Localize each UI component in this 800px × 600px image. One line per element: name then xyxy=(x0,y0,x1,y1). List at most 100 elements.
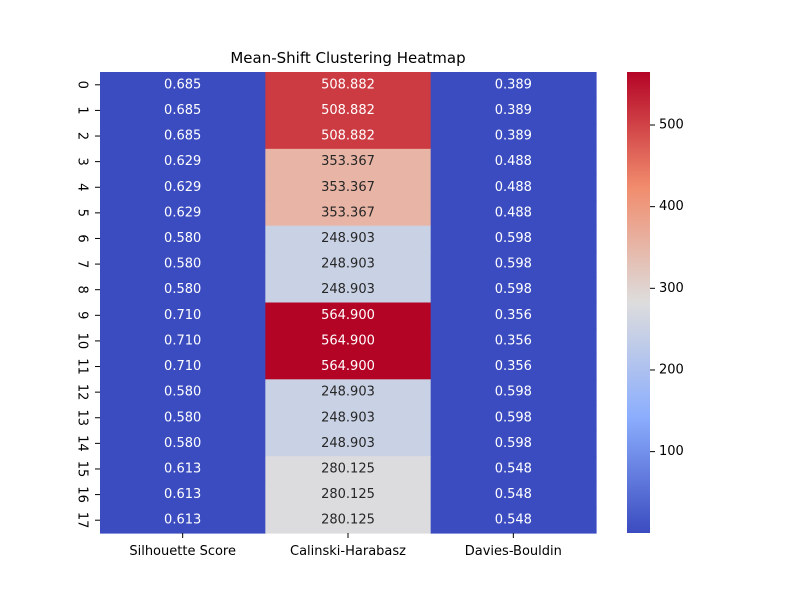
heatmap-cell xyxy=(265,97,432,124)
heatmap-cell xyxy=(265,481,432,508)
colorbar-gradient xyxy=(627,72,650,533)
x-axis-ticks: Silhouette Score Calinski-Harabasz Davies-… xyxy=(129,533,562,559)
heatmap-cell xyxy=(430,379,597,406)
heatmap-cell xyxy=(430,200,597,227)
cell-value-label: 564.900 xyxy=(321,333,375,348)
x-tick-label: Davies-Bouldin xyxy=(465,544,562,559)
heatmap-cell xyxy=(100,353,266,380)
heatmap-cell xyxy=(265,276,432,304)
y-tick-label: 8 xyxy=(74,286,89,294)
cell-value-label: 0.356 xyxy=(495,359,532,374)
cell-value-label: 0.488 xyxy=(495,154,532,169)
y-tick-label: 6 xyxy=(74,234,89,242)
cell-value-label: 0.613 xyxy=(164,461,201,476)
heatmap-cell xyxy=(430,174,597,201)
y-tick-label: 2 xyxy=(75,132,90,140)
y-tick-label: 3 xyxy=(75,157,90,165)
y-tick-label: 11 xyxy=(75,358,90,375)
heatmap-cell xyxy=(265,200,432,227)
cell-value-label: 0.488 xyxy=(495,205,532,220)
heatmap-cell xyxy=(265,302,432,329)
cell-value-label: 0.685 xyxy=(164,129,201,144)
cell-value-label: 0.580 xyxy=(164,436,201,451)
cell-value-label: 0.580 xyxy=(164,410,201,425)
cell-value-label: 0.389 xyxy=(495,77,532,92)
heatmap-cell xyxy=(265,148,432,176)
colorbar-tick-label: 300 xyxy=(659,281,684,296)
cell-value-label: 508.882 xyxy=(321,129,375,144)
heatmap-cell xyxy=(100,456,266,483)
colorbar-tick-label: 200 xyxy=(659,362,684,377)
cell-value-label: 248.903 xyxy=(321,231,375,246)
cell-value-label: 0.629 xyxy=(164,205,201,220)
cell-value-label: 0.629 xyxy=(164,154,201,169)
cell-value-label: 0.598 xyxy=(495,410,532,425)
cell-value-label: 564.900 xyxy=(321,359,375,374)
cell-value-label: 248.903 xyxy=(321,282,375,297)
y-tick-label: 4 xyxy=(75,183,90,191)
heatmap-cell xyxy=(100,225,266,252)
colorbar-tick-label: 500 xyxy=(659,117,684,132)
heatmap-cell xyxy=(265,379,432,406)
cell-value-label: 0.613 xyxy=(164,487,201,502)
cell-value-label: 248.903 xyxy=(321,436,375,451)
heatmap-cell xyxy=(100,148,266,176)
cell-value-label: 0.598 xyxy=(495,257,532,272)
cell-value-label: 0.356 xyxy=(495,333,532,348)
cell-value-label: 0.598 xyxy=(495,385,532,400)
heatmap-cell xyxy=(430,97,597,124)
heatmap-cell xyxy=(430,430,597,457)
heatmap-cell xyxy=(100,481,266,508)
heatmap-cell xyxy=(265,225,432,252)
y-tick-label: 17 xyxy=(74,512,89,529)
cell-value-label: 0.580 xyxy=(164,231,201,246)
cell-value-label: 0.548 xyxy=(495,461,532,476)
heatmap-cell xyxy=(430,456,597,483)
colorbar: 100 200 300 400 500 xyxy=(627,72,684,533)
heatmap-cell xyxy=(265,430,432,457)
cell-value-label: 0.548 xyxy=(495,487,532,502)
cell-value-label: 353.367 xyxy=(321,154,375,169)
heatmap-cell xyxy=(430,72,597,99)
heatmap-cell xyxy=(430,302,597,329)
cell-value-label: 353.367 xyxy=(321,180,375,195)
heatmap-cell xyxy=(100,174,266,201)
heatmap-cell xyxy=(100,507,266,534)
cell-value-label: 0.389 xyxy=(495,129,532,144)
y-tick-label: 10 xyxy=(75,333,90,350)
chart-title: Mean-Shift Clustering Heatmap xyxy=(230,49,465,67)
y-tick-label: 7 xyxy=(74,260,89,268)
heatmap-cell xyxy=(265,404,432,432)
heatmap-cell xyxy=(265,353,432,380)
cell-value-label: 248.903 xyxy=(321,257,375,272)
cell-value-label: 0.598 xyxy=(495,282,532,297)
cell-value-label: 508.882 xyxy=(321,77,375,92)
heatmap-cell xyxy=(100,379,266,406)
y-tick-label: 1 xyxy=(75,106,90,114)
heatmap-cell xyxy=(430,353,597,380)
cell-value-label: 0.356 xyxy=(495,308,532,323)
cell-value-label: 0.580 xyxy=(164,282,201,297)
y-tick-label: 0 xyxy=(75,81,90,89)
cell-value-label: 353.367 xyxy=(321,205,375,220)
heatmap-cell xyxy=(100,97,266,124)
y-tick-label: 9 xyxy=(75,311,90,319)
x-tick-label: Silhouette Score xyxy=(129,544,236,559)
cell-value-label: 0.710 xyxy=(164,333,201,348)
cell-value-label: 508.882 xyxy=(321,103,375,118)
heatmap-cell xyxy=(100,276,266,304)
heatmap-cell xyxy=(100,328,266,355)
heatmap-cell xyxy=(265,174,432,201)
colorbar-tick-label: 400 xyxy=(659,199,684,214)
heatmap-cell xyxy=(430,276,597,304)
cell-value-label: 0.613 xyxy=(164,513,201,528)
cell-value-label: 564.900 xyxy=(321,308,375,323)
heatmap-cell xyxy=(430,404,597,432)
heatmap-cell xyxy=(265,251,432,278)
heatmap-cell xyxy=(100,430,266,457)
cell-value-label: 0.710 xyxy=(164,308,201,323)
heatmap-cell xyxy=(265,507,432,534)
heatmap-cell xyxy=(100,200,266,227)
